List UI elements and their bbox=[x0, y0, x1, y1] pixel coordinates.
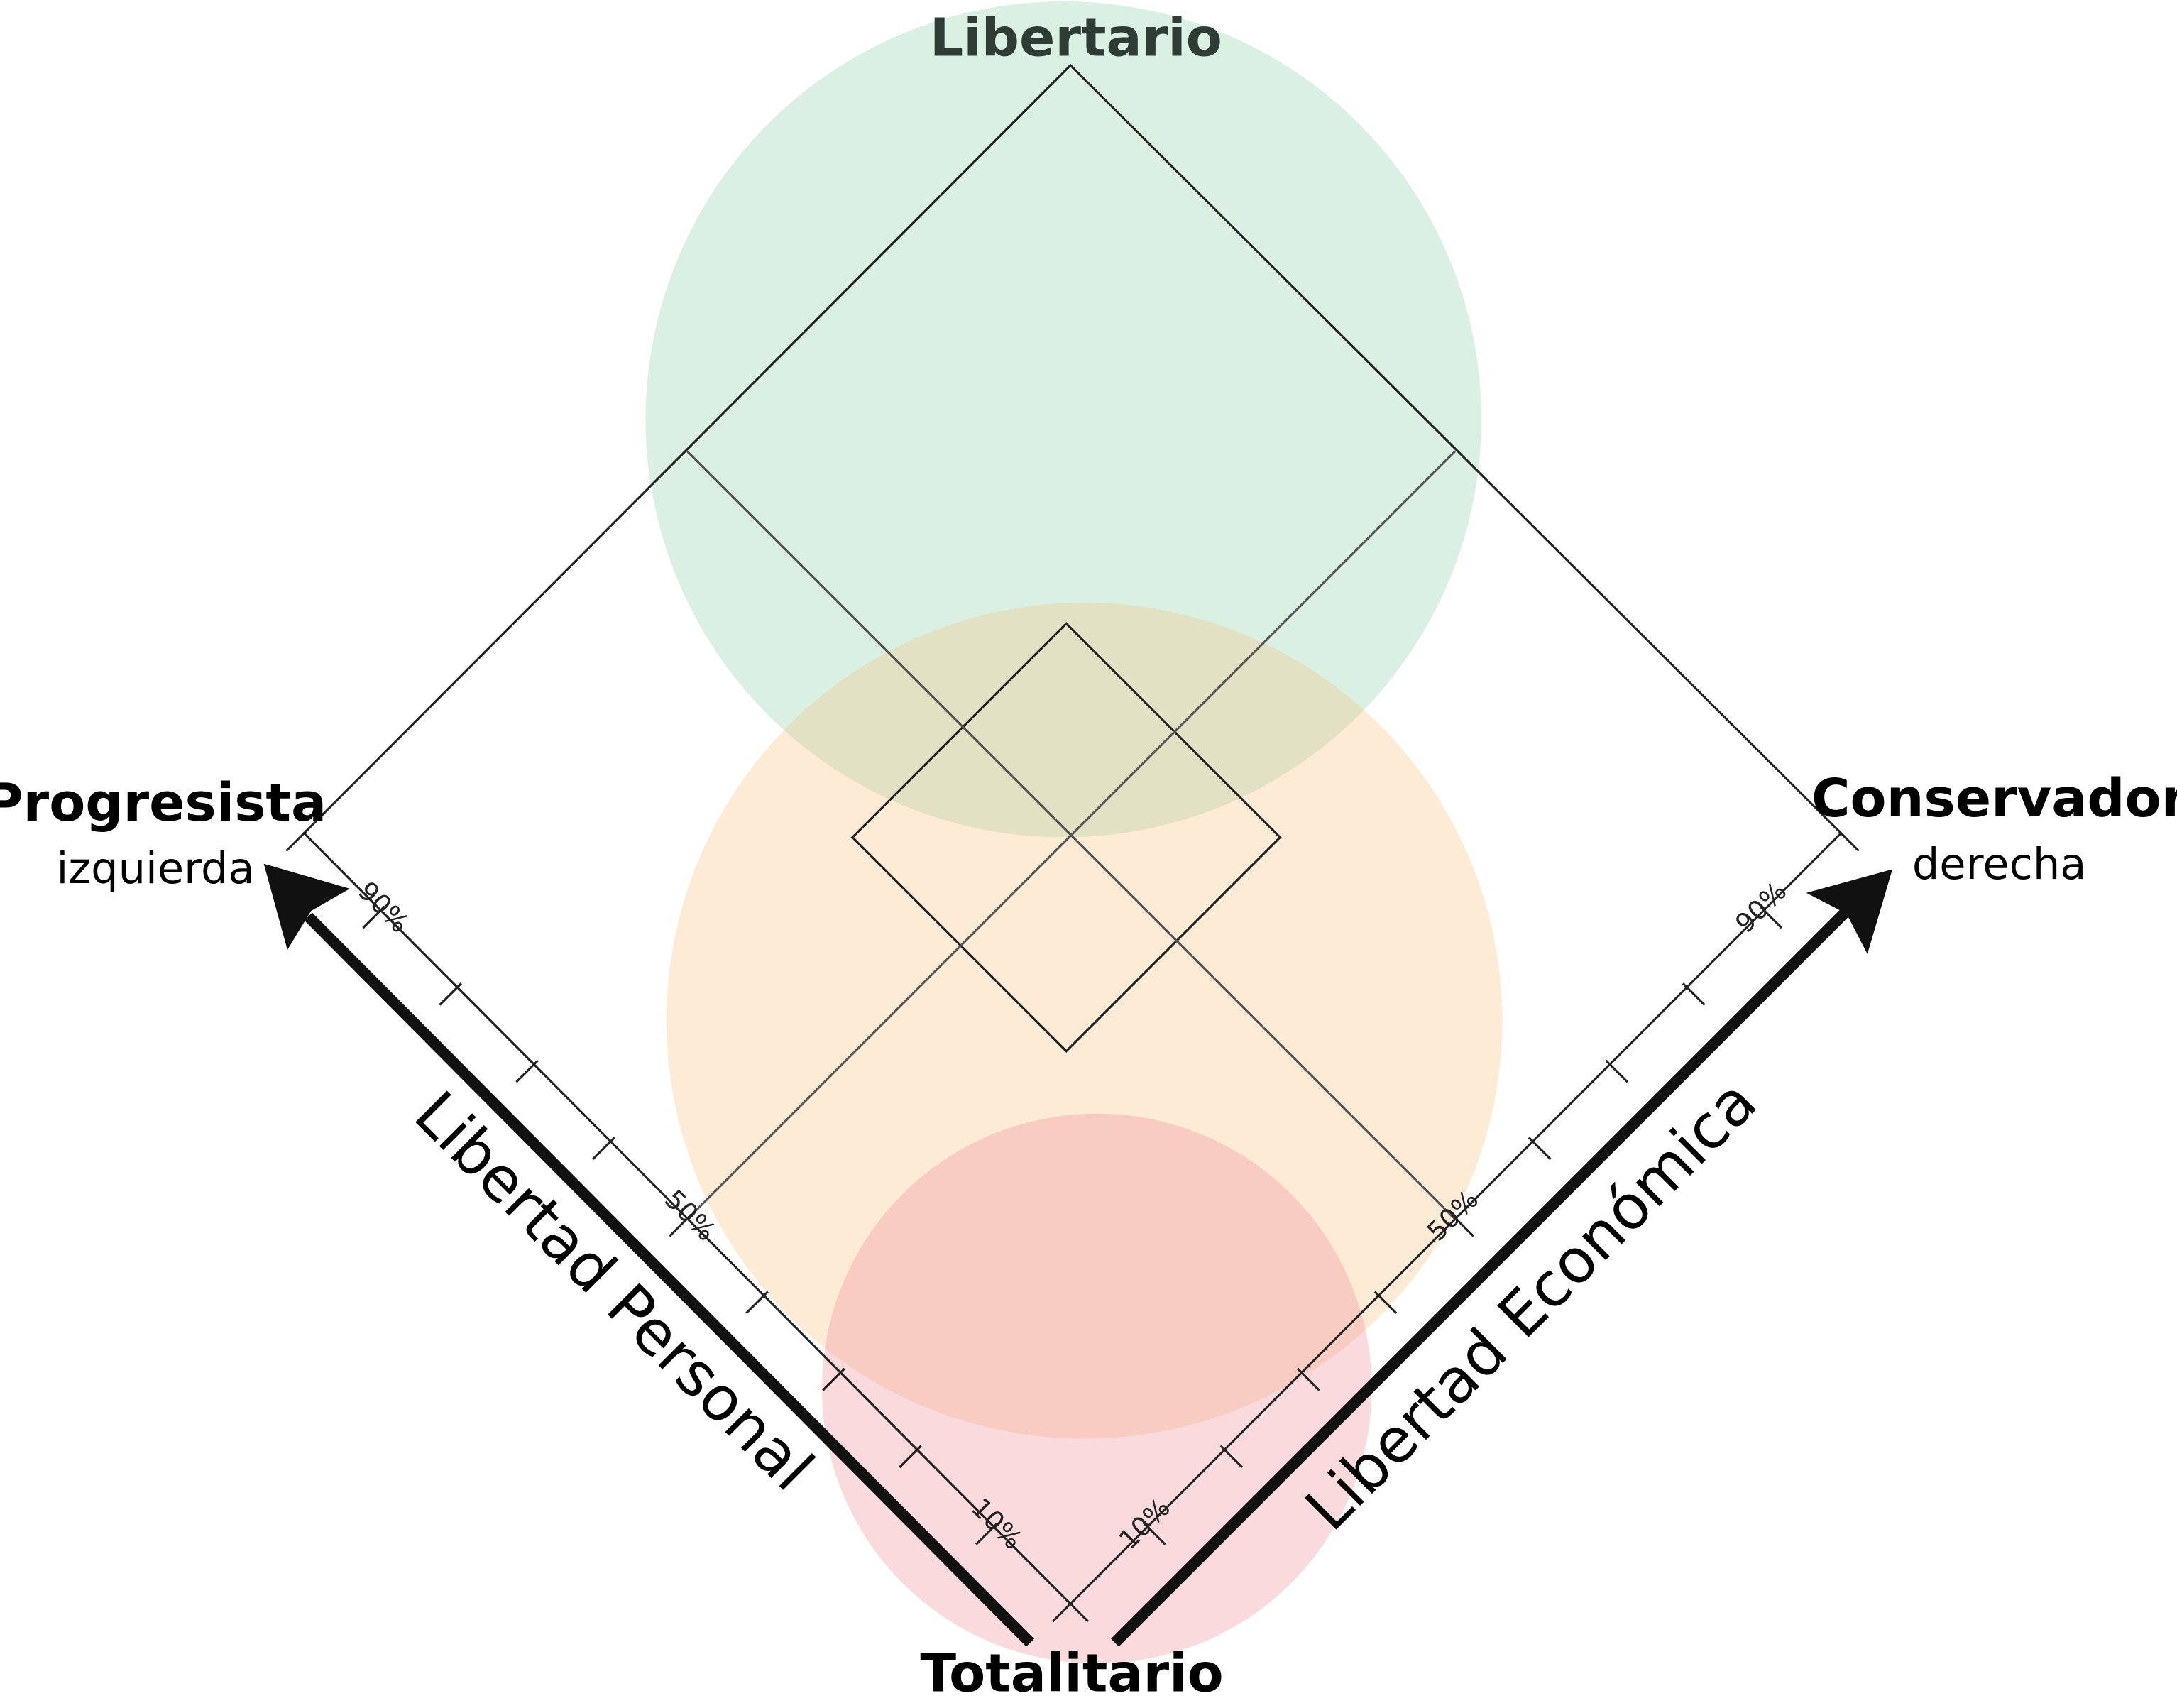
corner-subtitle: izquierda bbox=[56, 844, 254, 894]
tick-mark bbox=[899, 1445, 922, 1469]
tick-mark bbox=[975, 1522, 999, 1545]
arrow-line bbox=[1111, 907, 1851, 1647]
tick-mark bbox=[592, 1137, 615, 1160]
center-region bbox=[666, 602, 1503, 1439]
totalitarian-region bbox=[821, 1113, 1372, 1664]
tick-mark bbox=[1065, 1599, 1090, 1623]
tick-mark bbox=[515, 1059, 539, 1083]
tick-mark bbox=[745, 1291, 769, 1315]
tick-mark bbox=[439, 982, 462, 1006]
corner-subtitle: derecha bbox=[1912, 840, 2087, 889]
arrows bbox=[263, 863, 1893, 1647]
divider bbox=[686, 450, 1456, 1220]
tick-mark bbox=[669, 1213, 692, 1237]
tick-mark bbox=[1682, 982, 1706, 1006]
tick-mark bbox=[822, 1367, 845, 1391]
tick-mark bbox=[1759, 905, 1783, 929]
corner-title: Totalitario bbox=[920, 1642, 1223, 1704]
tick-mark bbox=[1605, 1059, 1628, 1083]
corner-title: Conservador bbox=[1811, 767, 2177, 829]
tick-mark bbox=[285, 828, 309, 852]
corner-title: Libertario bbox=[930, 6, 1222, 68]
tick-mark bbox=[1836, 828, 1860, 852]
tick-label: 90% bbox=[1730, 876, 1793, 939]
tick-mark bbox=[362, 905, 385, 929]
arrow-head bbox=[263, 863, 350, 950]
libertarian-region bbox=[645, 1, 1482, 838]
tick-mark bbox=[1451, 1213, 1474, 1237]
tick-mark bbox=[1373, 1291, 1398, 1315]
corner-title: Progresista bbox=[0, 772, 327, 833]
arrow-head bbox=[1806, 869, 1893, 954]
inner-diamond bbox=[850, 622, 1282, 1053]
tick-mark bbox=[1219, 1445, 1244, 1469]
tick-mark bbox=[1297, 1367, 1320, 1391]
arrow-line bbox=[304, 912, 1034, 1647]
regions bbox=[645, 1, 1503, 1664]
tick-label: 90% bbox=[352, 876, 415, 939]
tick-mark bbox=[1528, 1137, 1552, 1160]
tick-mark bbox=[1142, 1522, 1166, 1545]
ticks bbox=[285, 828, 1860, 1623]
